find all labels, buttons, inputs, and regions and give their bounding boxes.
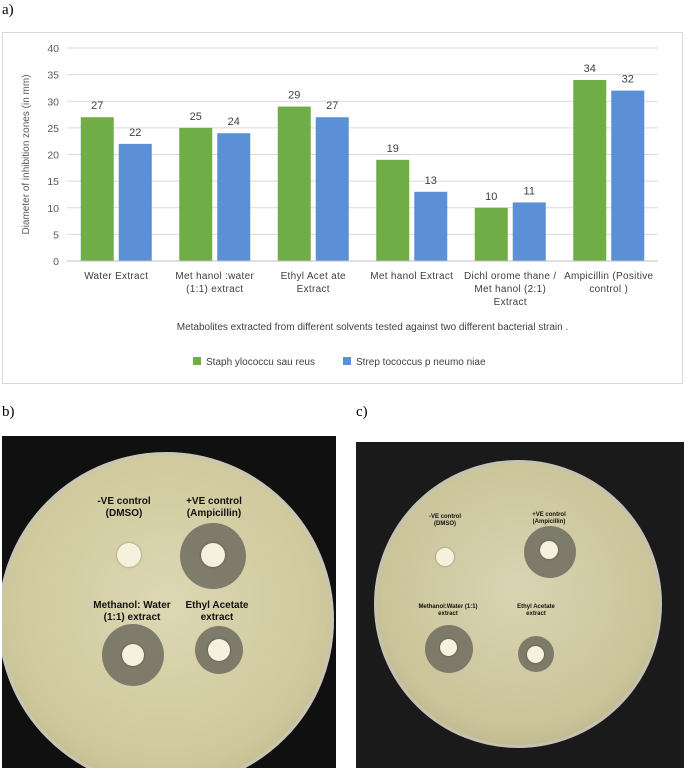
x-tick-label: Dichl orome thane /	[464, 271, 556, 282]
y-tick-label: 40	[47, 43, 59, 55]
data-label: 19	[387, 143, 399, 155]
x-tick-label: Extract	[494, 297, 527, 308]
y-tick-label: 25	[47, 123, 59, 135]
x-tick-label: Water Extract	[84, 271, 148, 282]
bar-strep	[611, 90, 645, 261]
x-tick-label: Ampicillin (Positive	[564, 271, 653, 282]
label-ethyl-acetate: Ethyl Acetate extract	[517, 604, 555, 617]
petri-dish-photo-c: -VE control (DMSO) +VE control (Ampicillin…	[356, 442, 684, 768]
bar-strep	[315, 117, 349, 261]
disc-methanol-water	[122, 644, 144, 666]
bar-staph	[80, 117, 114, 261]
disc-ethyl-acetate	[208, 639, 230, 661]
legend-swatch	[193, 357, 201, 365]
label-negative-control: -VE control (DMSO)	[428, 514, 461, 527]
legend-swatch	[343, 357, 351, 365]
label-ethyl-acetate: Ethyl Acetate extract	[185, 600, 249, 623]
bar-strep	[217, 133, 251, 261]
x-tick-label: Ethyl Acet ate	[281, 271, 346, 282]
chart-canvas: 0 5 10 15 20 25 30 35 40 Diameter of inhibition z…	[21, 43, 658, 368]
bar-chart: 0 5 10 15 20 25 30 35 40 Diameter of inhibition z…	[2, 32, 683, 384]
disc-negative-control	[436, 548, 454, 566]
x-tick-label: Met hanol (2:1)	[474, 284, 546, 295]
x-tick-label: Met hanol :water	[175, 271, 254, 282]
y-tick-label: 10	[47, 203, 59, 215]
x-tick-label: control )	[589, 284, 628, 295]
y-tick-label: 20	[47, 150, 59, 162]
disc-ethyl-acetate	[527, 646, 544, 663]
bar-staph	[179, 127, 213, 261]
petri-dish-plate	[374, 460, 662, 748]
y-tick-label: 15	[47, 176, 59, 188]
data-label: 27	[91, 100, 103, 112]
panel-label-c: c)	[356, 404, 368, 420]
legend-label: Strep tococcus p neumo niae	[356, 357, 486, 368]
y-tick-label: 0	[53, 256, 59, 268]
petri-dish-photo-b: -VE control (DMSO) +VE control (Ampicillin…	[2, 436, 336, 768]
legend-label: Staph ylococcu sau reus	[206, 357, 315, 368]
label-methanol-water: Methanol:Water (1:1) extract	[418, 604, 478, 617]
bar-staph	[474, 207, 508, 261]
y-tick-label: 5	[53, 229, 59, 241]
bar-strep	[118, 143, 152, 261]
y-tick-label: 35	[47, 70, 59, 82]
y-tick-label: 30	[47, 96, 59, 108]
y-axis-label: Diameter of inhibition zones (in mm)	[21, 74, 32, 234]
disc-positive-control	[201, 543, 225, 567]
x-axis-label: Metabolites extracted from different sol…	[177, 322, 569, 333]
panel-label-a: a)	[2, 2, 14, 18]
petri-dish-plate	[2, 452, 334, 768]
bar-staph	[573, 79, 607, 261]
data-label: 22	[129, 127, 141, 139]
panel-label-b: b)	[2, 404, 15, 420]
bar-staph	[376, 159, 410, 261]
data-label: 29	[288, 90, 300, 102]
bar-staph	[277, 106, 311, 261]
x-tick-label: (1:1) extract	[186, 284, 243, 295]
label-negative-control: -VE control (DMSO)	[97, 496, 151, 519]
data-label: 27	[326, 100, 338, 112]
data-label: 25	[190, 111, 202, 123]
bar-strep	[414, 191, 448, 261]
x-tick-label: Met hanol Extract	[370, 271, 453, 282]
label-methanol-water: Methanol: Water (1:1) extract	[93, 600, 171, 623]
data-label: 32	[622, 74, 634, 86]
disc-methanol-water	[440, 639, 457, 656]
bar-strep	[512, 202, 546, 261]
data-label: 10	[485, 191, 497, 203]
data-label: 34	[584, 63, 596, 75]
data-label: 24	[228, 116, 240, 128]
data-label: 11	[524, 185, 535, 197]
x-tick-label: Extract	[297, 284, 330, 295]
label-positive-control: +VE control (Ampicillin)	[532, 512, 566, 525]
data-label: 13	[425, 175, 437, 187]
disc-negative-control	[117, 543, 141, 567]
label-positive-control: +VE control (Ampicillin)	[186, 496, 242, 519]
disc-positive-control	[540, 541, 558, 559]
